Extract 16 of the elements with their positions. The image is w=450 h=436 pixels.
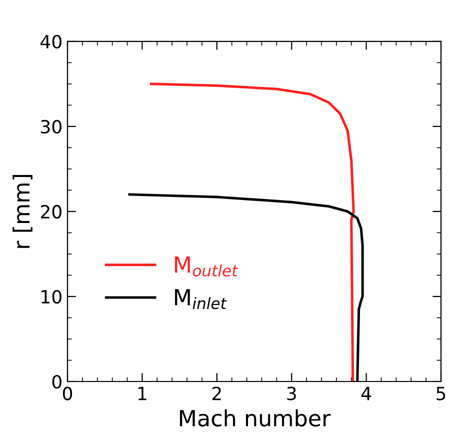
legend-label: M$_{inlet}$ [175,289,227,310]
x-tick-label: 0 [62,386,72,400]
y-tick-label: 10 [42,290,62,304]
x-tick-label: 1 [138,386,146,400]
y-tick-label: 30 [41,120,62,134]
x-tick-label: 5 [436,386,446,400]
y-tick-label: 0 [52,374,62,389]
legend-label: M$_{outlet}$ [175,256,238,277]
y-axis-title: r [mm] [12,174,32,248]
x-tick-label: 4 [361,386,372,400]
x-axis-title: Mach number [180,409,331,427]
line-series [150,82,355,382]
y-tick-label: 40 [40,34,62,49]
x-tick-label: 3 [287,386,296,400]
x-tick-label: 2 [212,386,221,400]
y-tick-label: 20 [40,204,62,219]
